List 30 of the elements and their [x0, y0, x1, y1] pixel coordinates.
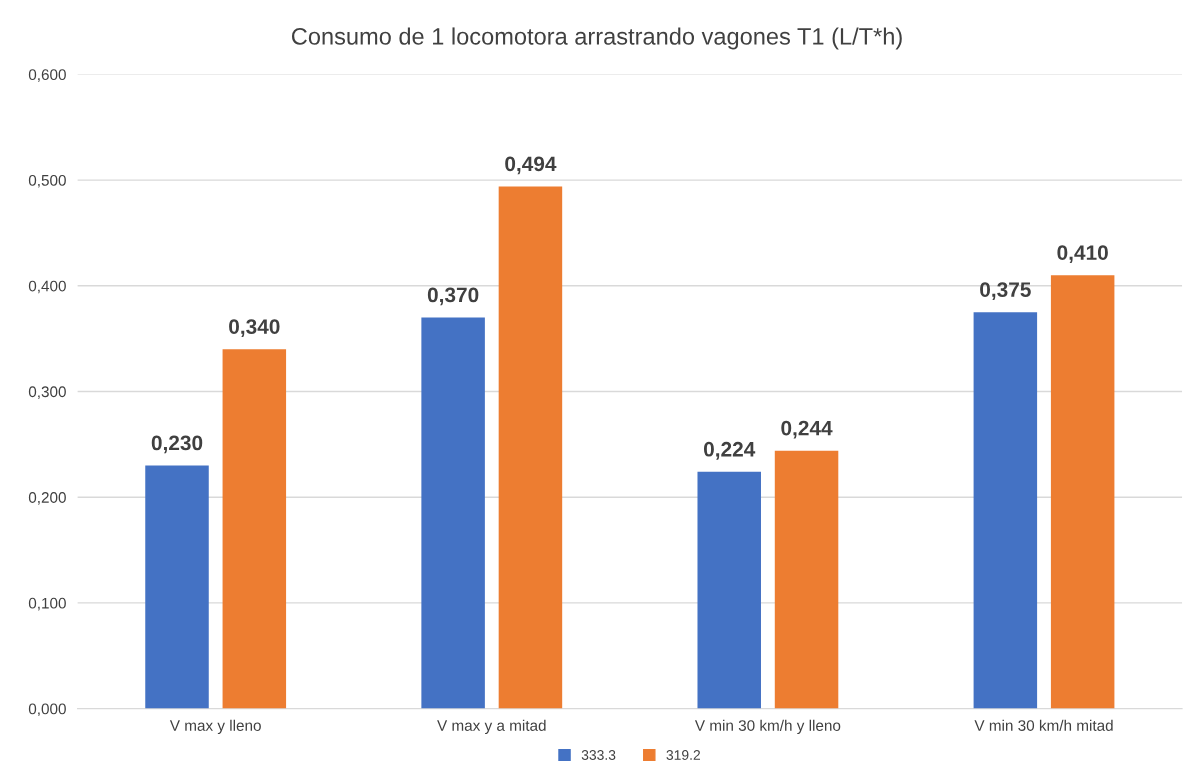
y-tick-label: 0,100: [28, 597, 66, 611]
x-tick-label: V max y a mitad: [437, 719, 546, 734]
bar: [973, 312, 1038, 709]
data-label: 0,230: [151, 435, 203, 454]
chart-title: Consumo de 1 locomotora arrastrando vagones T1 (L/T*h): [291, 27, 902, 50]
x-tick-label: V max y lleno: [169, 719, 261, 734]
data-label: 0,370: [427, 287, 479, 306]
data-label: 0,244: [781, 420, 833, 439]
bar: [1050, 275, 1115, 709]
bar: [498, 186, 563, 709]
data-label: 0,494: [505, 156, 557, 175]
bar: [145, 465, 209, 709]
y-tick-label: 0,200: [28, 492, 66, 505]
legend-label: 333.3: [581, 750, 616, 760]
legend-label: 319.2: [666, 750, 700, 760]
bar: [774, 450, 839, 709]
x-tick-label: V min 30 km/h y lleno: [694, 719, 841, 734]
data-label: 0,375: [980, 282, 1031, 301]
data-label: 0,340: [229, 319, 280, 338]
x-tick-label: V min 30 km/h mitad: [974, 719, 1113, 731]
y-tick-label: 0,300: [28, 386, 66, 399]
y-tick-label: 0,500: [28, 174, 66, 188]
bar: [697, 471, 761, 709]
y-tick-label: 0,400: [28, 280, 66, 294]
data-label: 0,410: [1057, 245, 1108, 264]
y-tick-label: 0,600: [28, 69, 66, 82]
data-label: 0,224: [703, 441, 756, 460]
bar: [421, 317, 485, 709]
y-tick-label: 0,000: [28, 703, 66, 717]
bar: [222, 349, 287, 709]
